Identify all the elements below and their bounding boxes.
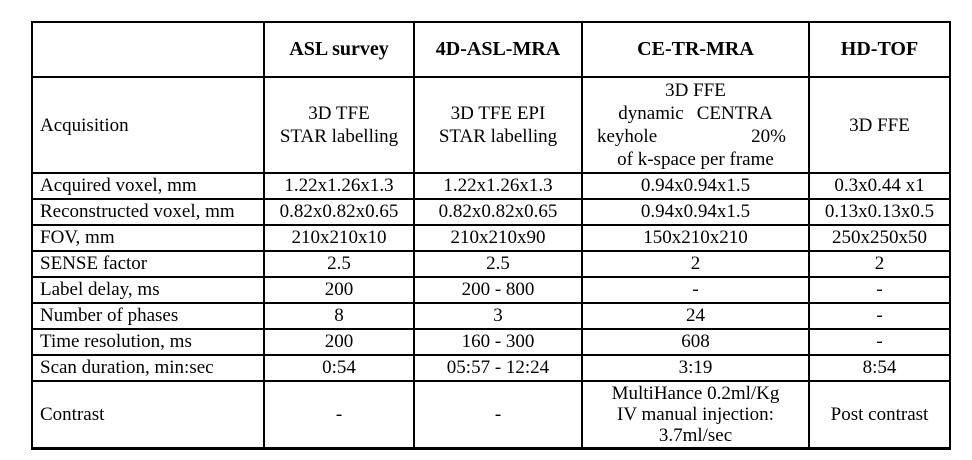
acquisition-line: STAR labelling bbox=[438, 126, 558, 147]
table-row-acquired-voxel: Acquired voxel, mm 1.22x1.26x1.3 1.22x1.… bbox=[31, 172, 951, 200]
cell-value: 250x250x50 bbox=[808, 224, 951, 252]
acquisition-word: 20% bbox=[751, 126, 786, 147]
cell-contrast-asl-survey: - bbox=[263, 380, 415, 450]
cell-value: 8 bbox=[263, 302, 415, 330]
acquisition-word: CENTRA bbox=[696, 103, 773, 124]
cell-value: - bbox=[808, 302, 951, 330]
cell-value: 05:57 - 12:24 bbox=[413, 354, 583, 382]
row-label: Time resolution, ms bbox=[31, 328, 265, 356]
cell-value: 1.22x1.26x1.3 bbox=[263, 172, 415, 200]
cell-value: 8:54 bbox=[808, 354, 951, 382]
col-header-asl-survey: ASL survey bbox=[263, 21, 415, 78]
acquisition-line: 3D FFE bbox=[665, 80, 726, 101]
header-row: ASL survey 4D-ASL-MRA CE-TR-MRA HD-TOF bbox=[31, 21, 951, 78]
cell-value: 0.82x0.82x0.65 bbox=[413, 198, 583, 226]
table-row-number-of-phases: Number of phases 8 3 24 - bbox=[31, 302, 951, 330]
row-label: Scan duration, min:sec bbox=[31, 354, 265, 382]
table-row-fov: FOV, mm 210x210x10 210x210x90 150x210x21… bbox=[31, 224, 951, 252]
table-row-reconstructed-voxel: Reconstructed voxel, mm 0.82x0.82x0.65 0… bbox=[31, 198, 951, 226]
cell-value: 0.82x0.82x0.65 bbox=[263, 198, 415, 226]
acquisition-line: 3D TFE EPI bbox=[450, 103, 546, 124]
cell-value: 160 - 300 bbox=[413, 328, 583, 356]
contrast-line: 3.7ml/sec bbox=[658, 425, 733, 446]
header-empty-cell bbox=[31, 21, 265, 78]
cell-value: 2 bbox=[808, 250, 951, 278]
row-label: FOV, mm bbox=[31, 224, 265, 252]
cell-value: - bbox=[808, 328, 951, 356]
table-row-acquisition: Acquisition 3D TFE STAR labelling 3D TFE… bbox=[31, 76, 951, 174]
cell-value: 200 bbox=[263, 328, 415, 356]
cell-value: 2.5 bbox=[263, 250, 415, 278]
cell-value: 210x210x10 bbox=[263, 224, 415, 252]
row-label: Reconstructed voxel, mm bbox=[31, 198, 265, 226]
cell-value: 0.13x0.13x0.5 bbox=[808, 198, 951, 226]
cell-value: 0.94x0.94x1.5 bbox=[581, 172, 810, 200]
col-header-ce-tr-mra: CE-TR-MRA bbox=[581, 21, 810, 78]
cell-value: 0:54 bbox=[263, 354, 415, 382]
cell-value: 3 bbox=[413, 302, 583, 330]
cell-contrast-4d-asl-mra: - bbox=[413, 380, 583, 450]
cell-value: 150x210x210 bbox=[581, 224, 810, 252]
cell-contrast-hd-tof: Post contrast bbox=[808, 380, 951, 450]
row-label: Number of phases bbox=[31, 302, 265, 330]
cell-acquisition-4d-asl-mra: 3D TFE EPI STAR labelling bbox=[413, 76, 583, 174]
table-row-scan-duration: Scan duration, min:sec 0:54 05:57 - 12:2… bbox=[31, 354, 951, 382]
cell-contrast-ce-tr-mra: MultiHance 0.2ml/Kg IV manual injection:… bbox=[581, 380, 810, 450]
cell-acquisition-hd-tof: 3D FFE bbox=[808, 76, 951, 174]
cell-value: 200 bbox=[263, 276, 415, 304]
cell-value: 2.5 bbox=[413, 250, 583, 278]
row-label: Acquired voxel, mm bbox=[31, 172, 265, 200]
row-label: SENSE factor bbox=[31, 250, 265, 278]
contrast-line: IV manual injection: bbox=[617, 404, 774, 425]
cell-value: 210x210x90 bbox=[413, 224, 583, 252]
row-label-acquisition: Acquisition bbox=[31, 76, 265, 174]
acquisition-line: 3D TFE bbox=[308, 103, 370, 124]
cell-value: 24 bbox=[581, 302, 810, 330]
cell-value: 200 - 800 bbox=[413, 276, 583, 304]
row-label-contrast: Contrast bbox=[31, 380, 265, 450]
cell-value: 0.3x0.44 x1 bbox=[808, 172, 951, 200]
cell-value: 3:19 bbox=[581, 354, 810, 382]
acquisition-word: dynamic bbox=[618, 103, 684, 124]
acquisition-word: keyhole bbox=[597, 126, 658, 147]
table-row-label-delay: Label delay, ms 200 200 - 800 - - bbox=[31, 276, 951, 304]
cell-value: 608 bbox=[581, 328, 810, 356]
cell-value: - bbox=[581, 276, 810, 304]
acquisition-line: dynamic CENTRA bbox=[585, 102, 806, 125]
contrast-line: MultiHance 0.2ml/Kg bbox=[611, 383, 780, 404]
cell-value: 1.22x1.26x1.3 bbox=[413, 172, 583, 200]
col-header-hd-tof: HD-TOF bbox=[808, 21, 951, 78]
cell-acquisition-asl-survey: 3D TFE STAR labelling bbox=[263, 76, 415, 174]
table-row-contrast: Contrast - - MultiHance 0.2ml/Kg IV manu… bbox=[31, 380, 951, 450]
mri-protocol-table: ASL survey 4D-ASL-MRA CE-TR-MRA HD-TOF A… bbox=[31, 21, 951, 450]
col-header-4d-asl-mra: 4D-ASL-MRA bbox=[413, 21, 583, 78]
table-row-sense-factor: SENSE factor 2.5 2.5 2 2 bbox=[31, 250, 951, 278]
acquisition-line: of k-space per frame bbox=[617, 149, 774, 170]
cell-value: 2 bbox=[581, 250, 810, 278]
cell-acquisition-ce-tr-mra: 3D FFE dynamic CENTRA keyhole 20% of k-s… bbox=[581, 76, 810, 174]
cell-value: 0.94x0.94x1.5 bbox=[581, 198, 810, 226]
table-row-time-resolution: Time resolution, ms 200 160 - 300 608 - bbox=[31, 328, 951, 356]
acquisition-line: keyhole 20% bbox=[585, 125, 806, 148]
cell-value: - bbox=[808, 276, 951, 304]
row-label: Label delay, ms bbox=[31, 276, 265, 304]
acquisition-line: STAR labelling bbox=[279, 126, 399, 147]
